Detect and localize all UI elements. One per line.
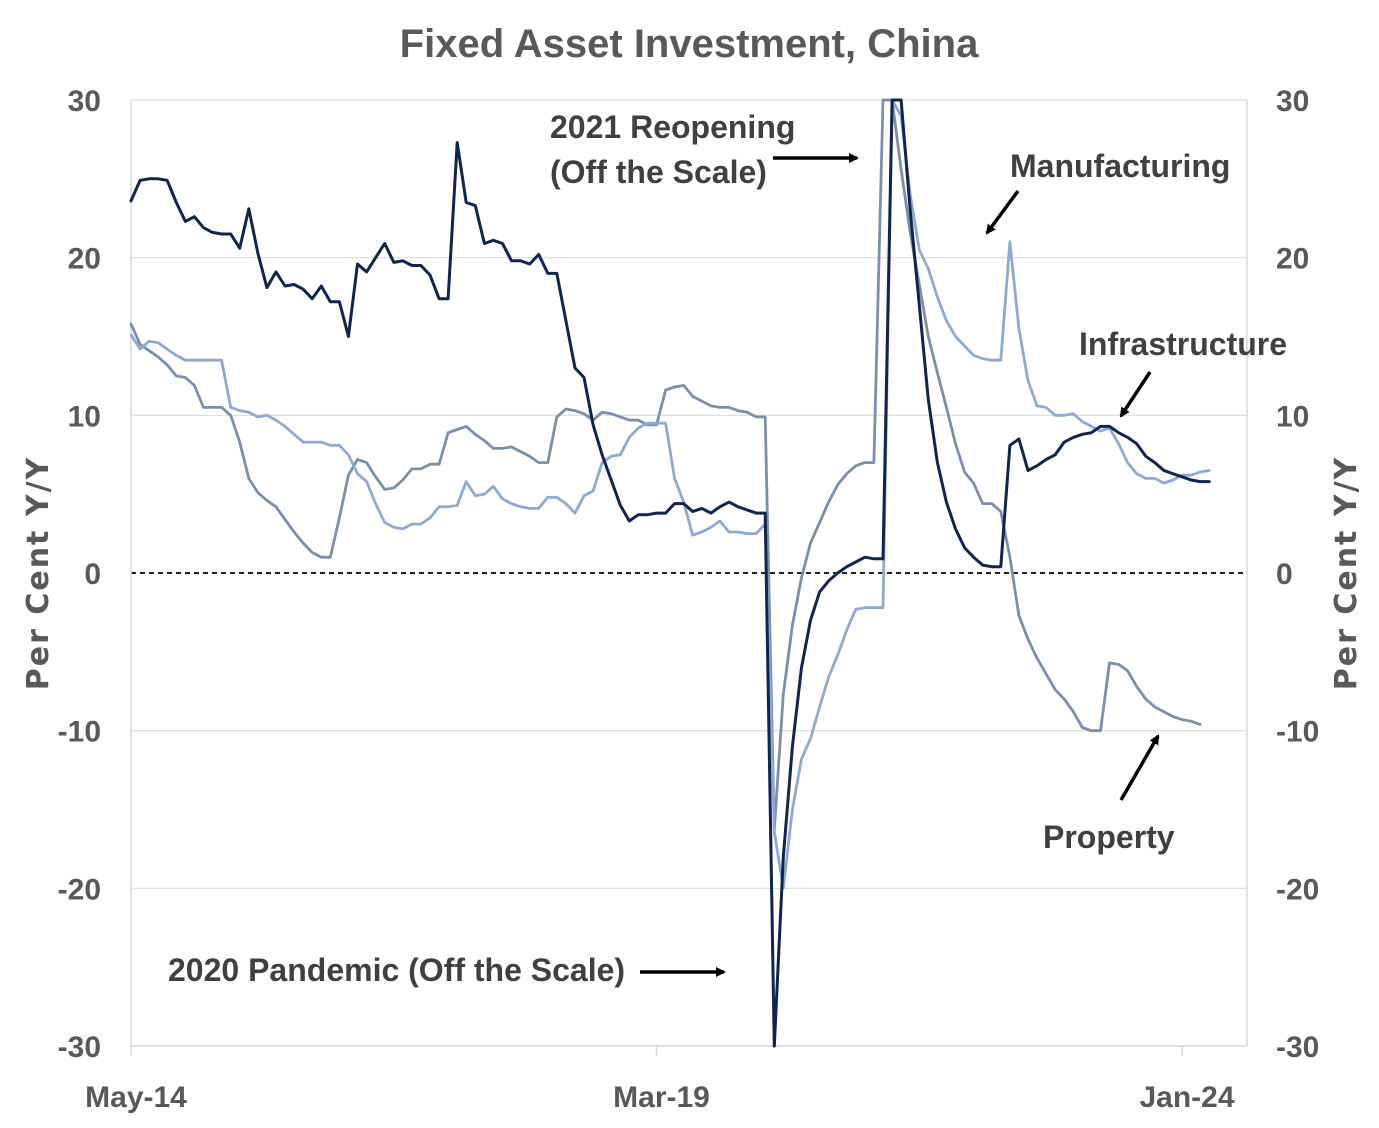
y-tick-label-right: -20 [1276,873,1319,906]
manufacturing-arrow [985,189,1020,235]
x-tick-label: Mar-19 [613,1081,710,1114]
reopening-annotation-line2: (Off the Scale) [550,154,767,190]
series-line-manufacturing [129,98,1211,1048]
y-axis-title-left: Per Cent Y/Y [21,456,56,690]
series-lines [129,98,1211,1048]
infrastructure-label: Infrastructure [1079,326,1287,362]
y-tick-label-left: 0 [84,558,101,591]
y-tick-label-right: 10 [1276,400,1309,433]
series-line-infrastructure [129,98,1211,890]
annotations: 2021 Reopening (Off the Scale) 2020 Pand… [168,109,1287,988]
y-axis-left: 30 20 10 0 -10 -20 -30 [58,85,101,1064]
property-arrow [1119,734,1160,801]
y-tick-label-right: -10 [1276,716,1319,749]
y-tick-label-left: -30 [58,1031,101,1064]
chart-title: Fixed Asset Investment, China [400,22,979,66]
y-tick-label-left: -20 [58,873,101,906]
y-tick-label-left: 30 [68,85,101,118]
reopening-annotation-line1: 2021 Reopening [550,109,795,145]
y-tick-label-left: 20 [68,243,101,276]
y-tick-label-right: 0 [1276,558,1293,591]
y-tick-label-left: 10 [68,400,101,433]
y-axis-right: 30 20 10 0 -10 -20 -30 [1276,85,1319,1064]
infrastructure-arrow [1119,371,1152,418]
x-axis: May-14 Mar-19 Jan-24 [85,1046,1235,1114]
pandemic-annotation: 2020 Pandemic (Off the Scale) [168,952,625,988]
y-axis-title-right: Per Cent Y/Y [1329,456,1364,690]
x-tick-label: May-14 [85,1081,187,1114]
x-tick-label: Jan-24 [1139,1081,1234,1114]
series-line-property [129,98,1202,832]
gridlines [131,99,1247,1047]
manufacturing-label: Manufacturing [1010,148,1230,184]
plot-frame [130,100,1248,1047]
y-tick-label-right: 30 [1276,85,1309,118]
y-tick-label-right: 20 [1276,243,1309,276]
property-label: Property [1043,819,1175,855]
y-tick-label-right: -30 [1276,1031,1319,1064]
y-tick-label-left: -10 [58,716,101,749]
